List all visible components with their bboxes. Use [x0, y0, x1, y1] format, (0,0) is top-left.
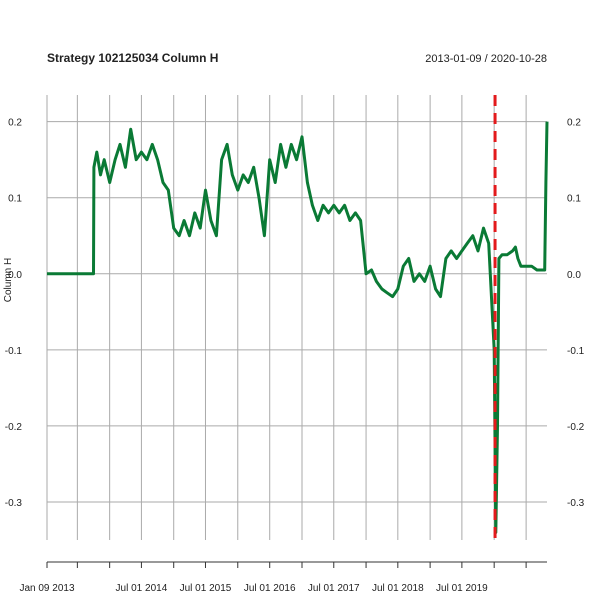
y-tick-label-right: -0.1	[567, 346, 585, 357]
left-y-axis: 0.2 0.1 0.0 -0.1 -0.2 -0.3	[5, 118, 23, 509]
grid	[46, 95, 547, 540]
series-layer	[47, 121, 549, 534]
y-tick-label-right: 0.1	[567, 194, 581, 205]
right-y-axis: 0.2 0.1 0.0 -0.1 -0.2 -0.3	[567, 118, 585, 509]
y-tick-label: -0.3	[5, 498, 23, 509]
y-tick-label-right: 0.2	[567, 118, 581, 129]
y-axis-label: Column H	[3, 258, 14, 302]
y-tick-label: -0.2	[5, 422, 23, 433]
chart-title: Strategy 102125034 Column H	[47, 51, 218, 65]
x-tick-label: Jul 01 2016	[244, 583, 296, 594]
y-tick-label-right: -0.3	[567, 498, 585, 509]
y-tick-label: -0.1	[5, 346, 23, 357]
date-range: 2013-01-09 / 2020-10-28	[425, 53, 547, 65]
x-axis: Jan 09 2013 Jul 01 2014 Jul 01 2015 Jul 01 …	[19, 561, 547, 594]
x-tick-label: Jul 01 2015	[180, 583, 232, 594]
x-tick-label: Jul 01 2014	[116, 583, 168, 594]
y-tick-label-right: -0.2	[567, 422, 585, 433]
x-tick-label: Jul 01 2017	[308, 583, 360, 594]
y-tick-label-right: 0.0	[567, 270, 581, 281]
y-tick-label: 0.1	[8, 194, 22, 205]
y-tick-label: 0.0	[8, 270, 22, 281]
y-tick-label: 0.2	[8, 118, 22, 129]
series-line	[47, 121, 549, 534]
x-tick-label: Jul 01 2018	[372, 583, 424, 594]
x-tick-label: Jan 09 2013	[19, 583, 74, 594]
x-tick-label: Jul 01 2019	[436, 583, 488, 594]
